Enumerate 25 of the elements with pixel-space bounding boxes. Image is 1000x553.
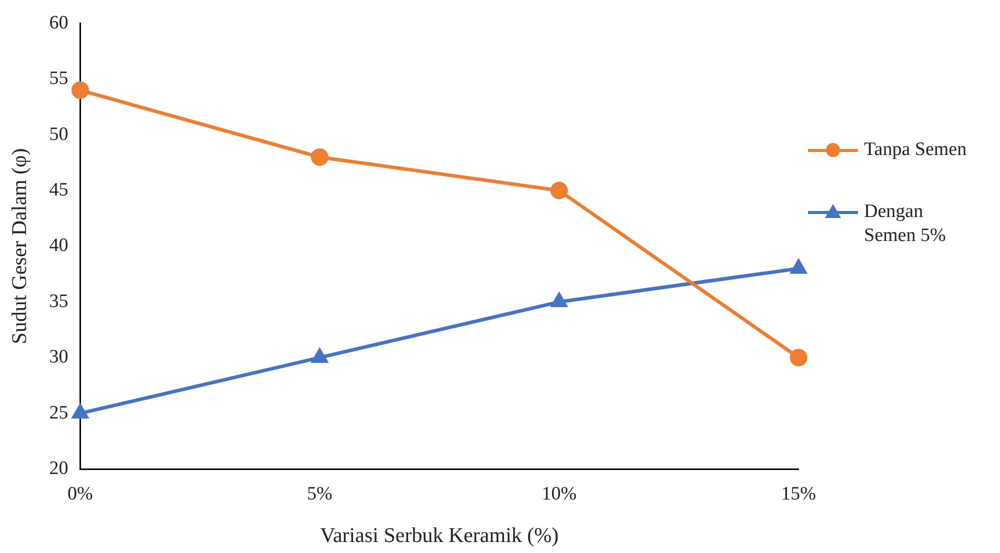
y-tick-label: 45: [49, 179, 68, 200]
point: [310, 148, 328, 166]
y-tick-label: 50: [49, 124, 68, 145]
legend-label: Dengan Semen 5%: [864, 200, 947, 248]
y-tick-label: 60: [49, 12, 68, 34]
y-tick-label: 35: [49, 290, 68, 312]
y-tick-label: 55: [49, 68, 68, 90]
point: [71, 81, 89, 99]
y-axis-title: Sudut Geser Dalam (φ): [7, 148, 32, 344]
point: [790, 260, 806, 274]
y-tick-label: 25: [49, 402, 68, 424]
x-axis-title: Variasi Serbuk Keramik (%): [320, 522, 559, 547]
point: [550, 182, 568, 200]
y-tick-label: 40: [49, 235, 68, 256]
y-tick-label: 30: [49, 346, 68, 368]
point: [551, 293, 567, 308]
legend-label: Tanpa Semen: [864, 138, 968, 162]
y-tick-label: 20: [49, 458, 68, 479]
x-tick-label: 0%: [68, 483, 94, 504]
point: [790, 348, 808, 366]
x-tick-label: 5%: [307, 483, 332, 504]
x-tick-label: 15%: [781, 483, 816, 504]
point: [72, 404, 88, 419]
x-tick-label: 10%: [542, 483, 577, 504]
point: [312, 348, 328, 363]
